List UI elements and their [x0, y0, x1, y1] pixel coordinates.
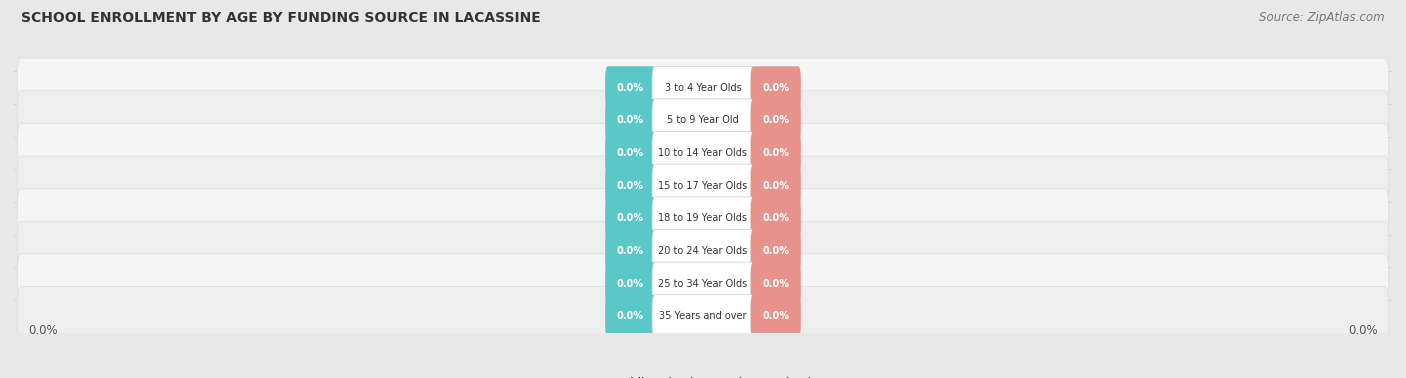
Text: 0.0%: 0.0% — [617, 148, 644, 158]
FancyBboxPatch shape — [605, 262, 655, 305]
Text: 0.0%: 0.0% — [617, 213, 644, 223]
Text: Source: ZipAtlas.com: Source: ZipAtlas.com — [1260, 11, 1385, 24]
Text: 0.0%: 0.0% — [617, 83, 644, 93]
Text: 0.0%: 0.0% — [617, 246, 644, 256]
FancyBboxPatch shape — [652, 229, 754, 273]
FancyBboxPatch shape — [751, 132, 801, 175]
Text: 3 to 4 Year Olds: 3 to 4 Year Olds — [665, 83, 741, 93]
FancyBboxPatch shape — [605, 132, 655, 175]
FancyBboxPatch shape — [17, 91, 1389, 150]
FancyBboxPatch shape — [751, 262, 801, 305]
Text: 0.0%: 0.0% — [762, 148, 789, 158]
Text: 18 to 19 Year Olds: 18 to 19 Year Olds — [658, 213, 748, 223]
FancyBboxPatch shape — [652, 197, 754, 240]
Text: 20 to 24 Year Olds: 20 to 24 Year Olds — [658, 246, 748, 256]
Text: 25 to 34 Year Olds: 25 to 34 Year Olds — [658, 279, 748, 289]
Text: 0.0%: 0.0% — [28, 324, 58, 336]
Text: 0.0%: 0.0% — [762, 213, 789, 223]
Text: 0.0%: 0.0% — [1348, 324, 1378, 336]
Text: SCHOOL ENROLLMENT BY AGE BY FUNDING SOURCE IN LACASSINE: SCHOOL ENROLLMENT BY AGE BY FUNDING SOUR… — [21, 11, 541, 25]
Text: 0.0%: 0.0% — [762, 279, 789, 289]
FancyBboxPatch shape — [751, 295, 801, 338]
Text: 0.0%: 0.0% — [762, 181, 789, 191]
FancyBboxPatch shape — [17, 58, 1389, 118]
Text: 10 to 14 Year Olds: 10 to 14 Year Olds — [658, 148, 748, 158]
FancyBboxPatch shape — [605, 295, 655, 338]
FancyBboxPatch shape — [605, 197, 655, 240]
FancyBboxPatch shape — [17, 287, 1389, 346]
FancyBboxPatch shape — [17, 254, 1389, 313]
Text: 0.0%: 0.0% — [617, 279, 644, 289]
FancyBboxPatch shape — [652, 66, 754, 109]
FancyBboxPatch shape — [751, 99, 801, 142]
Text: 0.0%: 0.0% — [617, 115, 644, 125]
FancyBboxPatch shape — [17, 222, 1389, 281]
Text: 0.0%: 0.0% — [762, 311, 789, 321]
Text: 0.0%: 0.0% — [762, 83, 789, 93]
FancyBboxPatch shape — [605, 66, 655, 109]
FancyBboxPatch shape — [17, 189, 1389, 248]
FancyBboxPatch shape — [652, 295, 754, 338]
FancyBboxPatch shape — [652, 99, 754, 142]
Text: 0.0%: 0.0% — [617, 181, 644, 191]
FancyBboxPatch shape — [652, 164, 754, 207]
FancyBboxPatch shape — [652, 262, 754, 305]
FancyBboxPatch shape — [751, 197, 801, 240]
Text: 15 to 17 Year Olds: 15 to 17 Year Olds — [658, 181, 748, 191]
Legend: Public School, Private School: Public School, Private School — [595, 377, 811, 378]
FancyBboxPatch shape — [17, 156, 1389, 215]
FancyBboxPatch shape — [751, 229, 801, 273]
Text: 0.0%: 0.0% — [617, 311, 644, 321]
Text: 5 to 9 Year Old: 5 to 9 Year Old — [666, 115, 740, 125]
FancyBboxPatch shape — [605, 164, 655, 207]
Text: 0.0%: 0.0% — [762, 115, 789, 125]
Text: 0.0%: 0.0% — [762, 246, 789, 256]
Text: 35 Years and over: 35 Years and over — [659, 311, 747, 321]
FancyBboxPatch shape — [652, 132, 754, 175]
FancyBboxPatch shape — [605, 229, 655, 273]
FancyBboxPatch shape — [17, 123, 1389, 183]
FancyBboxPatch shape — [751, 66, 801, 109]
FancyBboxPatch shape — [751, 164, 801, 207]
FancyBboxPatch shape — [605, 99, 655, 142]
